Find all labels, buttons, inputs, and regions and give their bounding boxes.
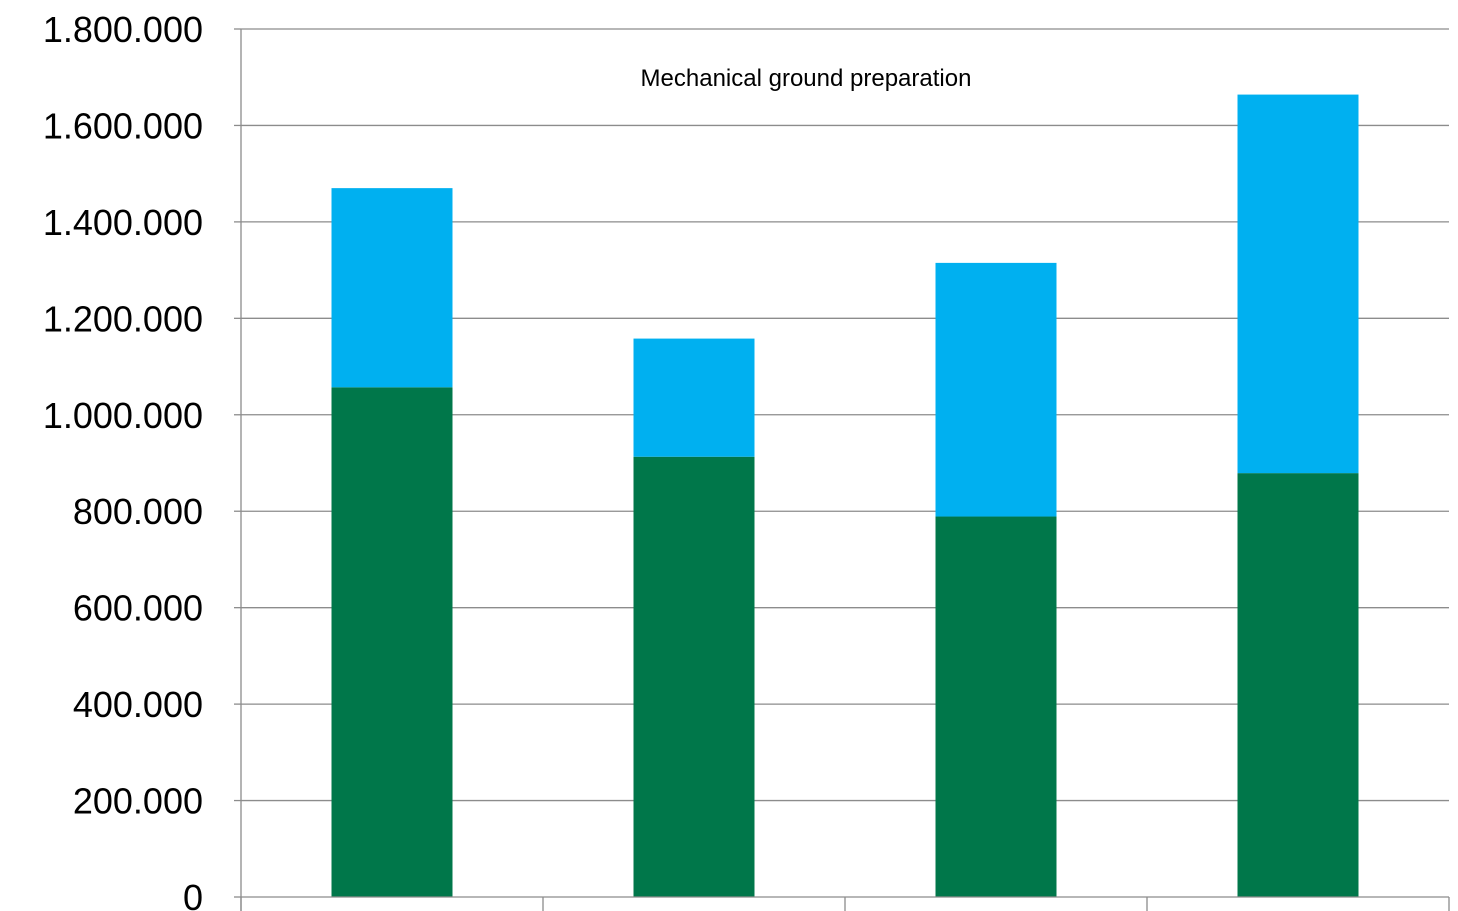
tick-labels: 0 200.000 400.000 600.000 800.000 1.000.000 1.…: [43, 9, 203, 911]
y-tick-label-7: 1.400.000: [43, 202, 203, 243]
y-tick-label-2: 400.000: [73, 684, 203, 725]
bars: [331, 94, 1359, 897]
bar-3-series-1: [1237, 94, 1359, 474]
y-tick-label-6: 1.200.000: [43, 298, 203, 339]
y-tick-label-0: 0: [183, 877, 203, 911]
y-tick-label-3: 600.000: [73, 588, 203, 629]
y-tick-label-9: 1.800.000: [43, 9, 203, 50]
y-tick-label-5: 1.000.000: [43, 395, 203, 436]
bar-0-series-0: [331, 387, 453, 897]
bar-1-series-1: [633, 338, 755, 457]
axes: [234, 28, 1450, 911]
y-tick-label-4: 800.000: [73, 491, 203, 532]
bar-1-series-0: [633, 456, 755, 897]
bar-3-series-0: [1237, 473, 1359, 897]
bar-2-series-0: [935, 516, 1057, 897]
chart-annotation: Mechanical ground preparation: [641, 65, 972, 92]
y-tick-label-8: 1.600.000: [43, 105, 203, 146]
y-tick-label-1: 200.000: [73, 781, 203, 822]
bar-2-series-1: [935, 262, 1057, 517]
bar-0-series-1: [331, 188, 453, 388]
